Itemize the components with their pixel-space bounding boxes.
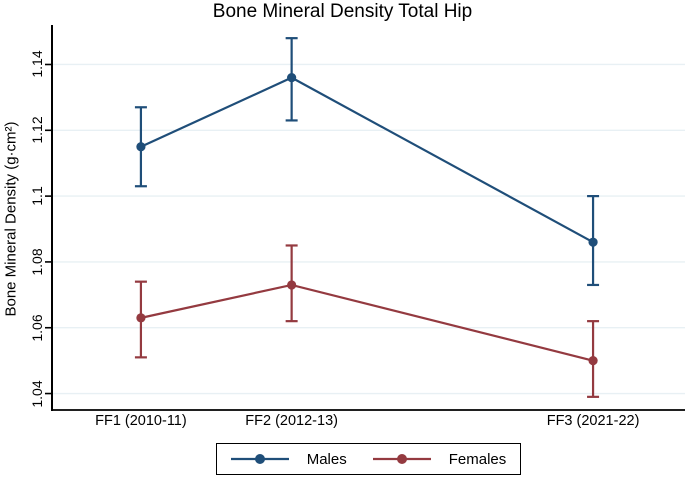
y-tick-label: 1.12	[29, 116, 45, 144]
data-point-males	[588, 237, 598, 247]
legend-item-males: Males	[230, 450, 347, 468]
data-point-females	[136, 313, 146, 323]
series-line-males	[140, 76, 594, 244]
y-tick-label: 1.14	[29, 50, 45, 79]
data-point-males	[136, 142, 146, 152]
series-line-females	[140, 283, 594, 362]
data-point-males	[287, 73, 297, 83]
females-line-marker-icon	[372, 454, 431, 464]
x-tick-label: FF1 (2010-11)	[95, 413, 187, 429]
x-tick-label: FF2 (2012-13)	[245, 413, 338, 429]
legend-label-males: Males	[306, 450, 347, 468]
y-tick-label: 1.06	[29, 314, 45, 342]
data-point-females	[287, 280, 297, 290]
males-line-marker-icon	[230, 454, 289, 464]
data-point-females	[588, 356, 598, 366]
legend-label-females: Females	[448, 450, 507, 468]
y-tick-label: 1.04	[29, 379, 45, 408]
y-tick-label: 1.1	[29, 186, 45, 206]
legend-box: Males Females	[215, 443, 522, 475]
legend-item-females: Females	[372, 450, 507, 468]
x-tick-label: FF3 (2021-22)	[546, 413, 640, 429]
chart-title: Bone Mineral Density Total Hip	[212, 1, 473, 22]
y-tick-label: 1.08	[29, 248, 45, 276]
